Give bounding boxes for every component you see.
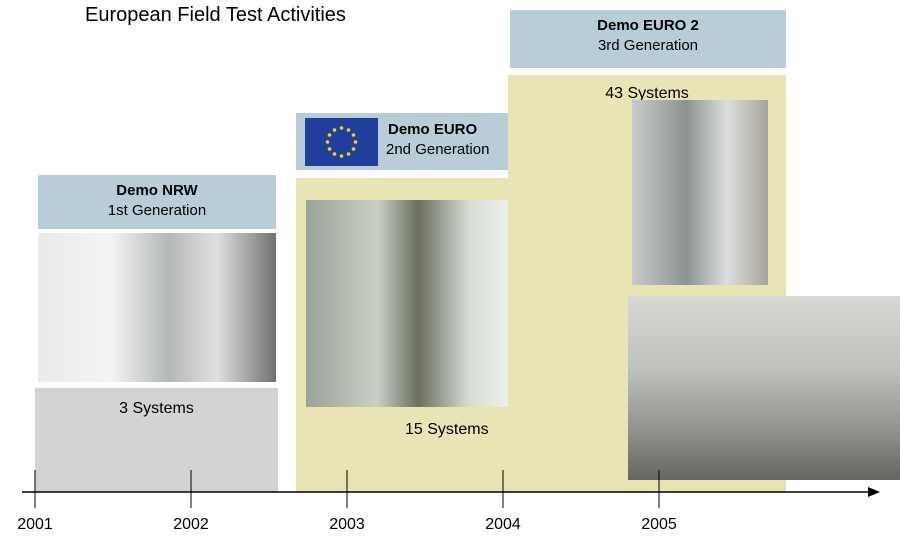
year-label: 2002 bbox=[161, 516, 221, 534]
year-label: 2005 bbox=[629, 516, 689, 534]
slide: European Field Test Activities Demo NRW … bbox=[0, 0, 900, 541]
year-label: 2001 bbox=[5, 516, 65, 534]
year-label: 2004 bbox=[473, 516, 533, 534]
axis-arrow bbox=[868, 487, 880, 497]
year-label: 2003 bbox=[317, 516, 377, 534]
timeline bbox=[0, 0, 900, 541]
